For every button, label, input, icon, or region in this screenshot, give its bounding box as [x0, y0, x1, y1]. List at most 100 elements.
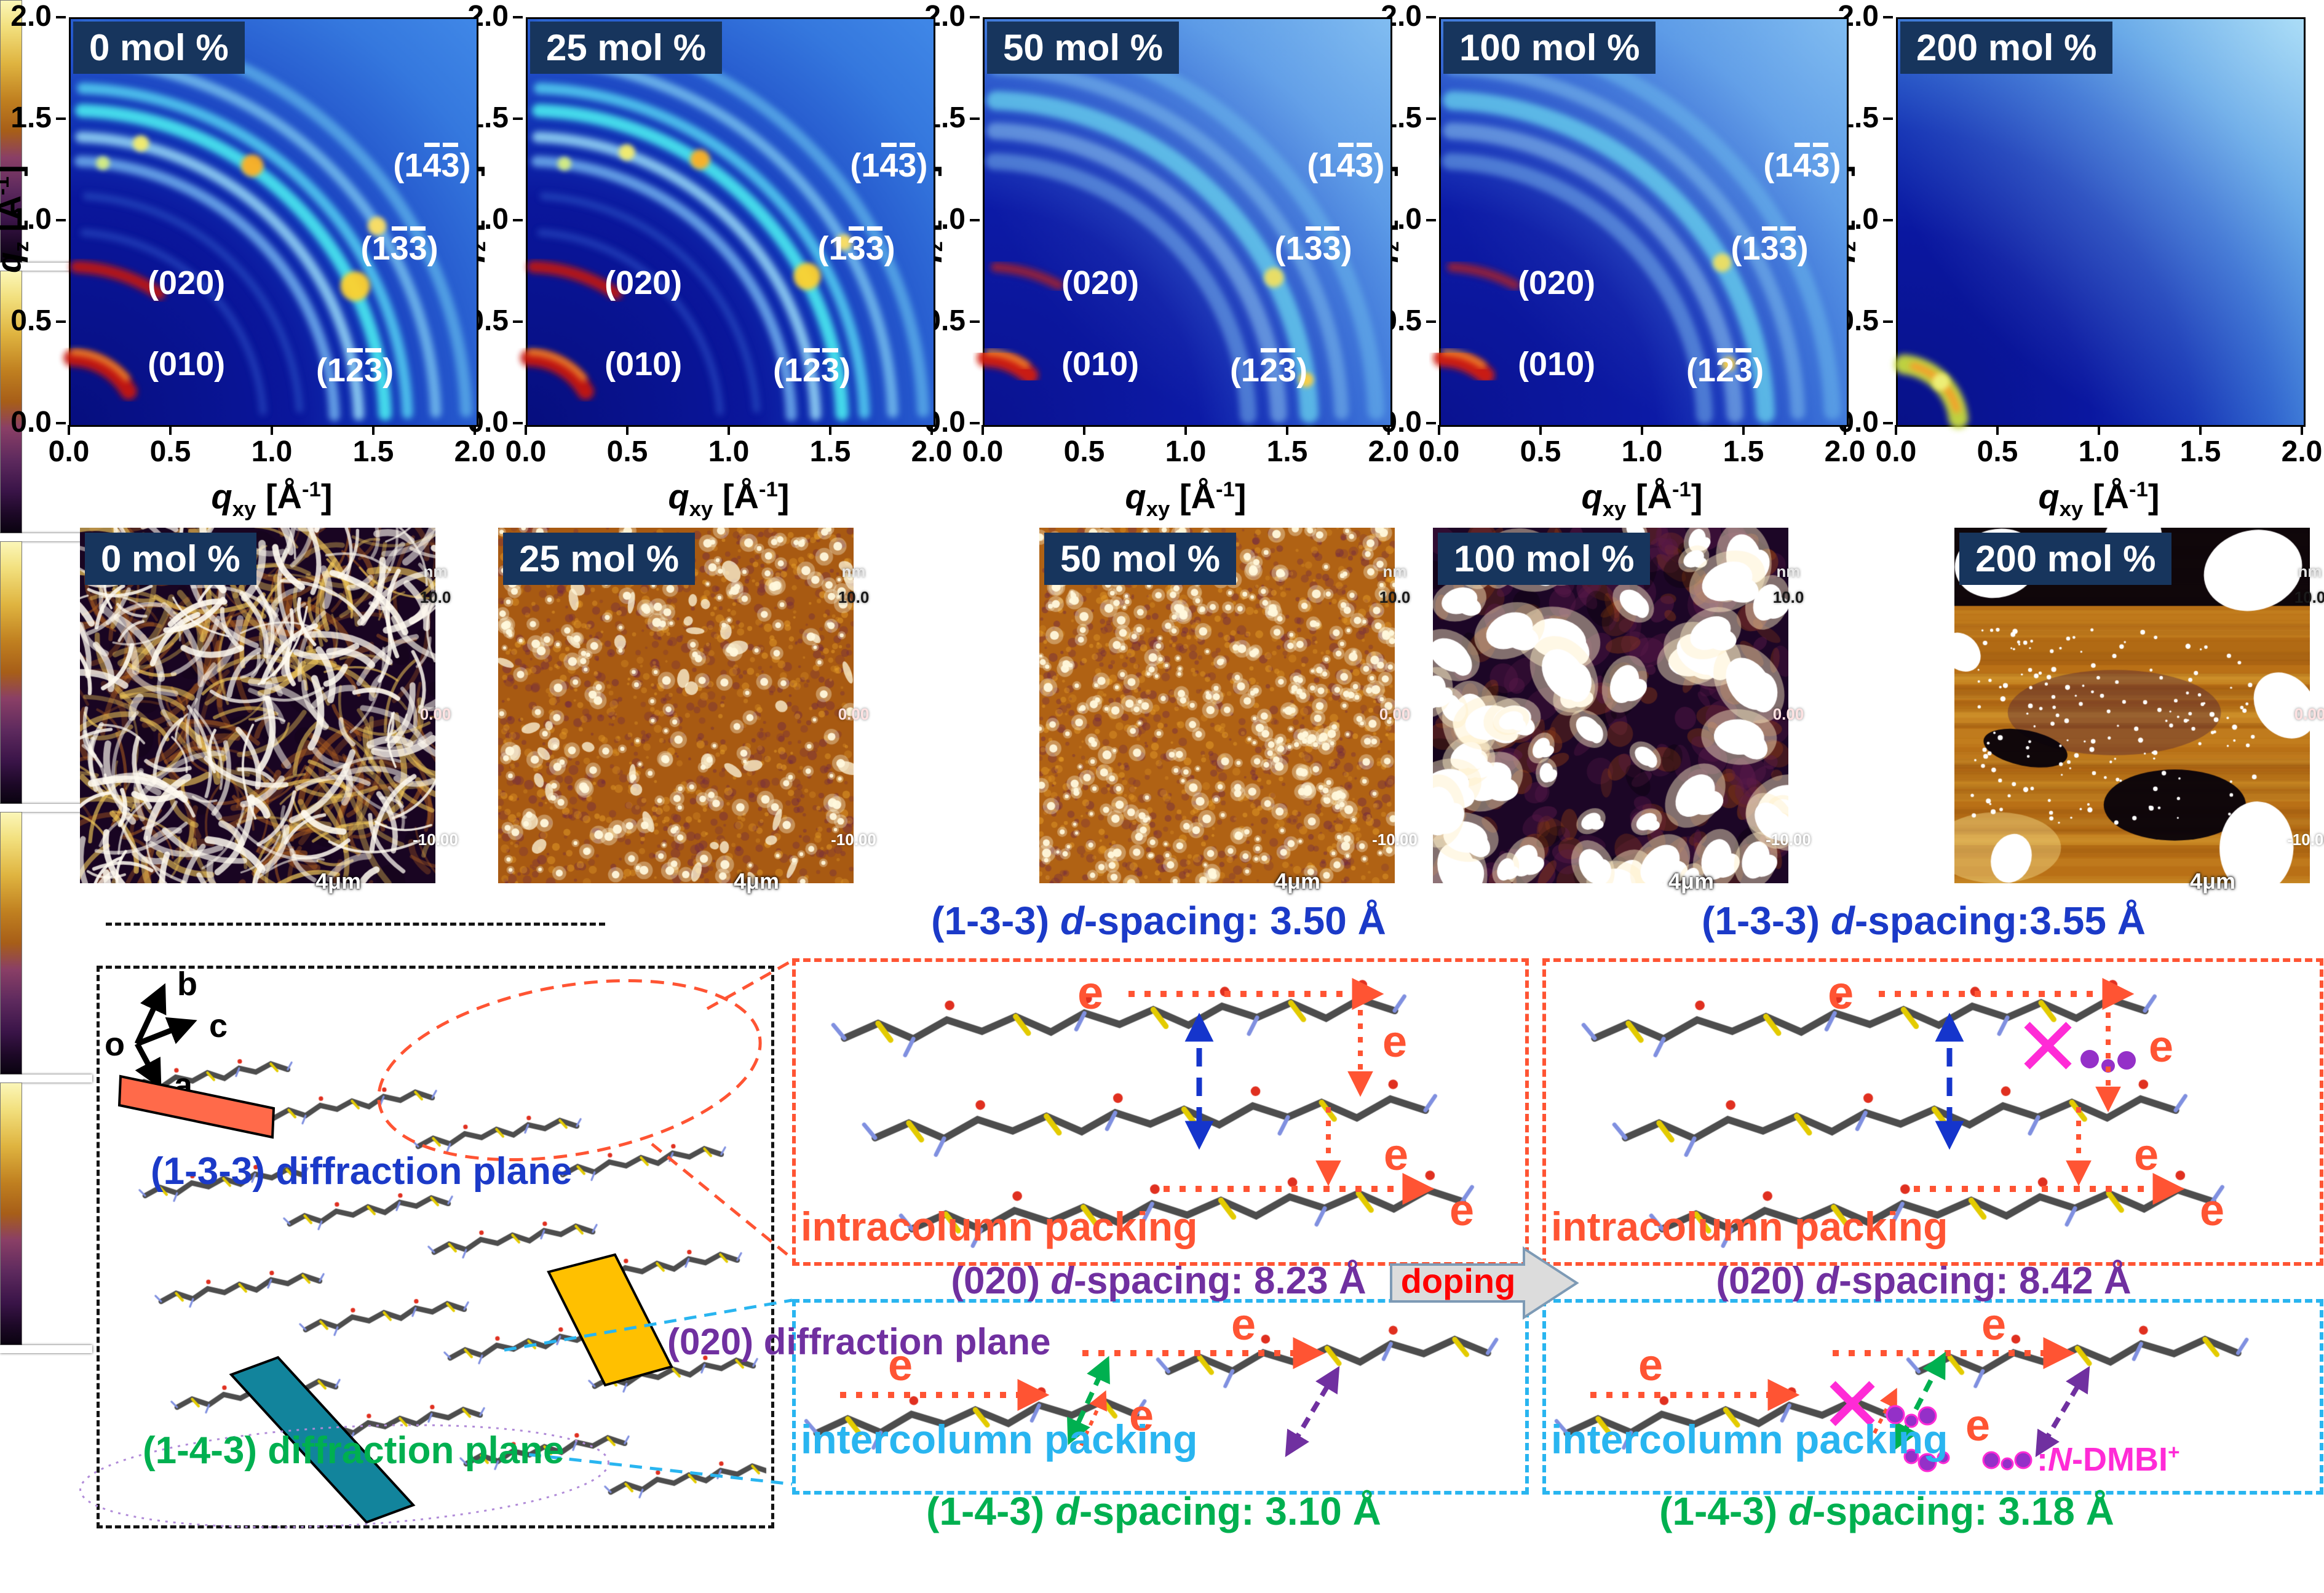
x-tick-label: 2.0: [911, 435, 953, 468]
peak-label-(020): (020): [605, 264, 682, 302]
peak-label-segment: 3: [1760, 226, 1779, 267]
peak-label-(020): (020): [148, 264, 225, 302]
axis-unit: ]: [1691, 477, 1703, 516]
x-tick-label: 2.0: [2281, 435, 2323, 468]
y-tick-mark: [970, 219, 980, 221]
y-tick-mark: [56, 422, 66, 424]
axis-unit-sup: -1: [301, 478, 321, 501]
peak-label-segment: (010): [148, 346, 226, 383]
x-tick-label: 1.0: [2078, 435, 2120, 468]
giwaxs-pattern-image: [1894, 19, 2304, 429]
dspacing-title-133-pristine: (1-3-3) d-spacing: 3.50 Å: [851, 900, 1466, 942]
peak-label-(020): (020): [1061, 264, 1139, 302]
scalebar-label: 4μm: [2189, 868, 2236, 894]
axis-subscript: xy: [1146, 497, 1170, 521]
x-tick-label: 1.0: [1621, 435, 1663, 468]
axis-symbol: q: [1125, 477, 1146, 516]
afm-height-colorbar: [0, 541, 22, 804]
title-text: (1-4-3): [1659, 1489, 1788, 1533]
peak-label-segment: 4: [879, 143, 898, 184]
colorbar-mid-label: 0.00: [2294, 705, 2324, 723]
colorbar-min-label: -10.00: [413, 830, 458, 849]
peak-label-segment: 3: [1779, 226, 1798, 267]
x-tick-mark: [1742, 425, 1745, 435]
peak-label-segment: ): [1296, 351, 1308, 389]
y-tick-mark: [1883, 16, 1893, 18]
colorbar-unit-label: nm: [1382, 562, 1407, 581]
giwaxs-plot: 200 mol %: [1894, 17, 2306, 429]
axis-subscript: xy: [2059, 497, 2084, 521]
peak-label-segment: ): [1341, 229, 1352, 267]
peak-label-(1-2-3): (123): [773, 348, 851, 389]
afm-image: [1039, 528, 1395, 883]
peak-label-segment: 3: [364, 348, 383, 389]
afm-panel-2: 50 mol % nm 10.0 0.00 -10.00 4μm: [0, 528, 2324, 892]
giwaxs-plot: 50 mol % (020) (010) (123) (133) (143): [977, 17, 1392, 427]
peak-label-segment: ): [916, 146, 928, 184]
giwaxs-pattern-image: [977, 19, 1390, 425]
axis-unit-sup: -1: [1215, 478, 1235, 501]
diffraction-plane-133-label: (1-3-3) diffraction plane: [151, 1150, 573, 1193]
y-tick-mark: [56, 117, 66, 120]
x-tick-label: 1.5: [352, 435, 394, 468]
axis-symbol: q: [1581, 477, 1603, 516]
peak-label-(1-3-3): (133): [1274, 226, 1352, 268]
giwaxs-x-axis-label: qxy [Å-1]: [983, 479, 1389, 520]
doping-concentration-label: 0 mol %: [85, 533, 256, 585]
x-tick-mark: [372, 425, 375, 435]
peak-label-segment: 2: [345, 348, 365, 389]
y-tick-label: 0.5: [10, 304, 52, 337]
giwaxs-x-axis-label: qxy [Å-1]: [1896, 479, 2302, 520]
x-tick-label: 0.0: [1875, 435, 1917, 468]
axis-unit: ]: [2148, 477, 2160, 516]
doping-concentration-label: 100 mol %: [1443, 22, 1656, 74]
axis-symbol: q: [2038, 477, 2060, 516]
peak-label-(1-4-3): (143): [393, 143, 471, 185]
y-tick-mark: [513, 117, 523, 120]
peak-label-(1-4-3): (143): [1307, 143, 1384, 185]
x-tick-mark: [1539, 425, 1542, 435]
scalebar-label: 4μm: [1668, 868, 1715, 894]
giwaxs-plot: 0 mol % (020) (010) (123) (133) (143): [63, 17, 478, 427]
y-tick-mark: [1883, 320, 1893, 323]
peak-label-segment: ): [459, 146, 471, 184]
x-tick-label: 0.5: [149, 435, 191, 468]
y-tick-mark: [513, 422, 523, 424]
axis-unit: [Å: [256, 477, 302, 516]
peak-label-segment: 3: [1322, 226, 1341, 267]
x-tick-label: 0.0: [962, 435, 1004, 468]
doping-concentration-label: 25 mol %: [530, 22, 723, 74]
x-tick-mark: [1895, 425, 1897, 435]
colorbar-max-label: 10.0: [2294, 588, 2324, 606]
y-tick-mark: [1426, 422, 1436, 424]
colorbar-unit-label: nm: [423, 562, 448, 581]
x-tick-mark: [1083, 425, 1085, 435]
x-tick-mark: [930, 425, 933, 435]
peak-label-segment: (1: [1274, 229, 1304, 267]
x-tick-label: 0.5: [1520, 435, 1561, 468]
peak-label-segment: 4: [1793, 143, 1812, 184]
colorbar-min-label: -10.00: [2287, 830, 2324, 849]
axis-unit: [Å: [1626, 477, 1672, 516]
afm-scalebar: [0, 533, 92, 541]
axis-subscript: xy: [1602, 497, 1627, 521]
y-tick-mark: [970, 320, 980, 323]
axis-unit: [Å: [713, 477, 759, 516]
peak-label-segment: 3: [1734, 348, 1753, 389]
diffraction-plane-143-label: (1-4-3) diffraction plane: [143, 1429, 565, 1472]
axis-unit-sup: -1: [758, 478, 778, 501]
axis-unit: [Å: [1170, 477, 1216, 516]
axis-unit: ]: [0, 165, 28, 177]
peak-label-segment: ): [884, 229, 895, 267]
diffraction-plane-020-label: (020) diffraction plane: [667, 1321, 1051, 1362]
x-tick-mark: [474, 425, 476, 435]
colorbar-mid-label: 0.00: [419, 705, 451, 723]
giwaxs-pattern-image: [63, 19, 477, 425]
x-tick-mark: [1184, 425, 1187, 435]
peak-label-segment: (020): [1518, 264, 1596, 301]
afm-image: [1954, 528, 2310, 883]
title-text: (020): [1716, 1260, 1816, 1302]
colorbar-mid-label: 0.00: [838, 705, 870, 723]
x-tick-mark: [1286, 425, 1288, 435]
